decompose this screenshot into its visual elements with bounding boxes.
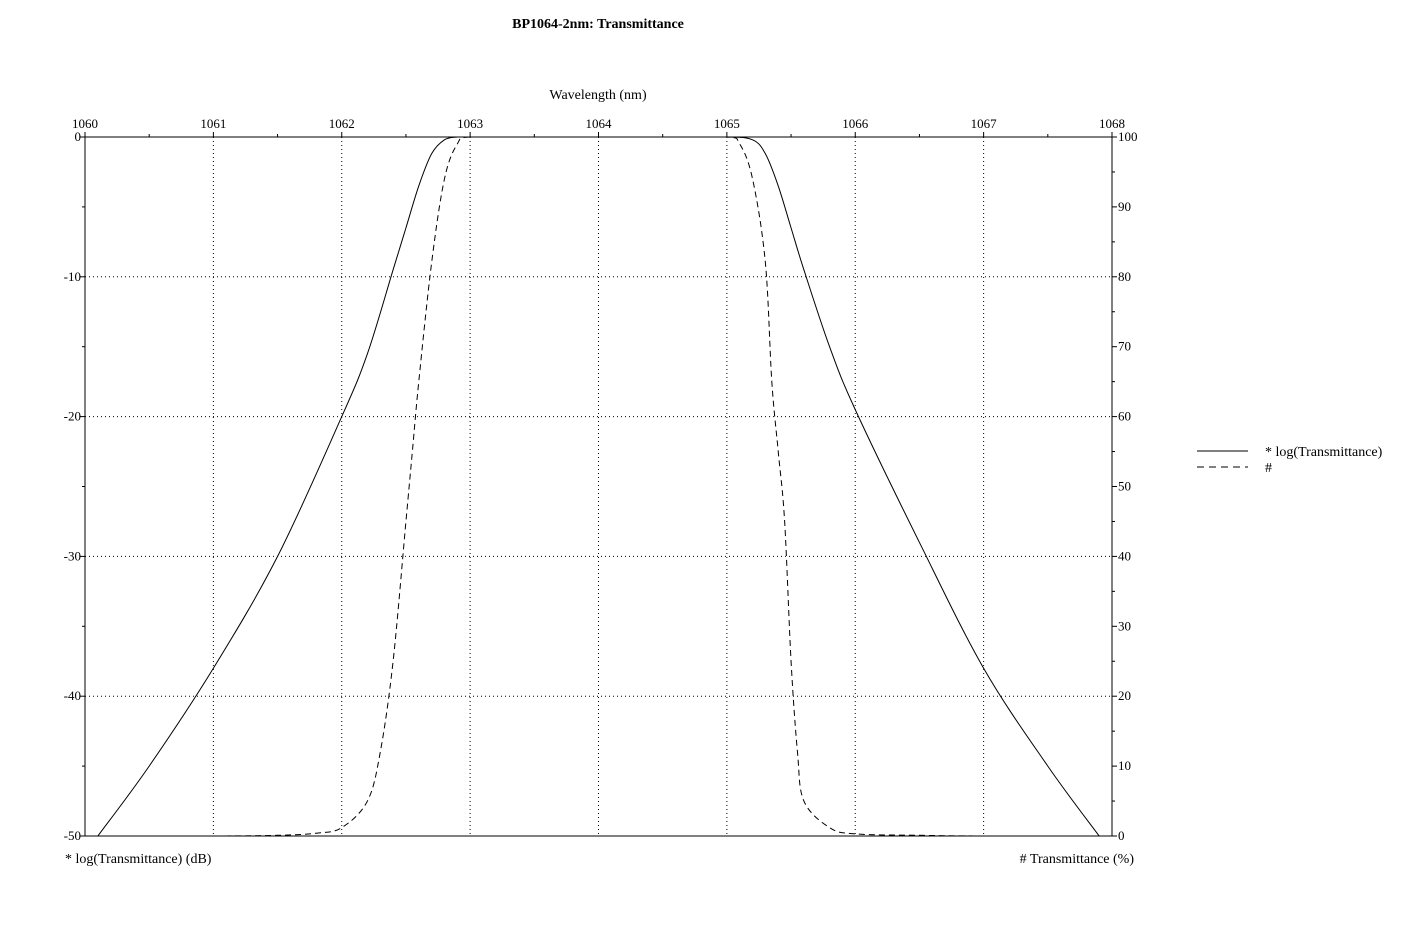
x-tick-label: 1068 bbox=[1099, 116, 1125, 131]
legend-label-transmittance: # bbox=[1265, 461, 1272, 476]
y-right-tick-label: 100 bbox=[1118, 129, 1138, 144]
axis-ticks: 1060 1061 1062 1063 1064 1065 1066 1067 10680-10… bbox=[64, 116, 1138, 843]
x-tick-label: 1066 bbox=[842, 116, 869, 131]
y-right-tick-label: 60 bbox=[1118, 409, 1131, 424]
y-right-tick-label: 20 bbox=[1118, 688, 1131, 703]
x-tick-label: 1063 bbox=[457, 116, 483, 131]
chart-title: BP1064-2nm: Transmittance bbox=[512, 17, 684, 32]
y-right-tick-label: 30 bbox=[1118, 618, 1131, 633]
y-left-tick-label: -20 bbox=[64, 409, 81, 424]
x-tick-label: 1060 bbox=[72, 116, 98, 131]
y-right-tick-label: 90 bbox=[1118, 199, 1131, 214]
y-left-tick-label: -10 bbox=[64, 269, 81, 284]
y-right-tick-label: 50 bbox=[1118, 479, 1131, 494]
x-tick-label: 1064 bbox=[586, 116, 613, 131]
y-right-tick-label: 10 bbox=[1118, 758, 1131, 773]
y-right-tick-label: 80 bbox=[1118, 269, 1131, 284]
y-right-tick-label: 0 bbox=[1118, 828, 1125, 843]
y-left-tick-label: -40 bbox=[64, 688, 81, 703]
x-axis-title: Wavelength (nm) bbox=[549, 88, 647, 103]
legend: * log(Transmittance) # bbox=[1197, 445, 1383, 476]
y-right-tick-label: 70 bbox=[1118, 339, 1131, 354]
y-right-axis-title: # Transmittance (%) bbox=[1020, 852, 1135, 867]
y-left-tick-label: -50 bbox=[64, 828, 81, 843]
plot-frame bbox=[84, 136, 1113, 837]
x-tick-label: 1067 bbox=[971, 116, 998, 131]
y-left-tick-label: 0 bbox=[75, 129, 82, 144]
grid bbox=[85, 137, 1112, 836]
y-left-tick-label: -30 bbox=[64, 548, 81, 563]
x-tick-label: 1065 bbox=[714, 116, 740, 131]
x-tick-label: 1061 bbox=[200, 116, 226, 131]
x-tick-label: 1062 bbox=[329, 116, 355, 131]
legend-label-log-transmittance: * log(Transmittance) bbox=[1265, 445, 1383, 460]
y-right-tick-label: 40 bbox=[1118, 548, 1131, 563]
y-left-axis-title: * log(Transmittance) (dB) bbox=[65, 852, 212, 867]
